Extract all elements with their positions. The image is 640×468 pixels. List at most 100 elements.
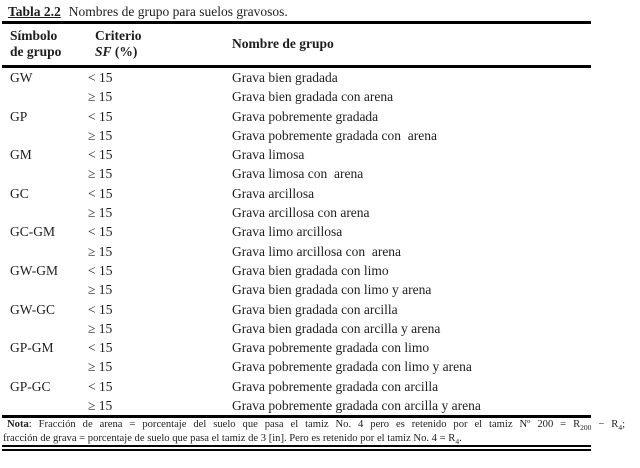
cell-criterion: < 15 (88, 147, 113, 163)
cell-criterion: < 15 (88, 224, 113, 240)
cell-symbol (2, 357, 88, 376)
footnote-line2-text: fracción de grava = porcentaje de suelo … (3, 432, 456, 444)
cell-criterion: ≥ 15 (88, 89, 113, 105)
sf-variable-label: SF (95, 44, 112, 59)
cell-name: Grava arcillosa (232, 185, 315, 201)
column-header-criterion-line2: SF (%) (95, 44, 232, 60)
column-header-symbol-line2: de grupo (10, 44, 62, 59)
table-row: GW < 15 Grava bien gradada (2, 68, 591, 87)
cell-name: Grava bien gradada con arcilla (232, 301, 398, 317)
cell-name: Grava limosa con arena (232, 166, 364, 182)
sf-unit-label: (%) (111, 44, 138, 59)
footnote-line1-tail: ; (622, 419, 626, 431)
cell-symbol (2, 164, 88, 183)
cell-name: Grava pobremente gradada con arcilla (232, 378, 439, 394)
footnote-line1-mid: − R (591, 419, 619, 431)
cell-symbol (2, 396, 88, 415)
cell-symbol: GC-GM (10, 224, 56, 240)
cell-symbol: GC (10, 185, 29, 201)
cell-criterion: ≥ 15 (88, 166, 113, 182)
table-row: GW-GM < 15 Grava bien gradada con limo (2, 261, 591, 280)
table-row: ≥ 15 Grava bien gradada con limo y arena (2, 280, 591, 299)
cell-name: Grava pobremente gradada con arcilla y a… (232, 398, 481, 414)
table-row: ≥ 15 Grava limosa con arena (2, 164, 591, 183)
footnote-label: Nota (7, 419, 29, 431)
column-header-criterion: Criterio SF (%) (88, 28, 232, 60)
cell-symbol: GW-GC (10, 301, 55, 317)
rule-below-header (2, 65, 591, 68)
cell-name: Grava bien gradada con arena (232, 89, 394, 105)
table-footnote: Nota: Fracción de arena = porcentaje del… (2, 418, 625, 445)
table-header-row: Símbolo de grupo Criterio SF (%) Nombre … (2, 24, 591, 65)
table-row: ≥ 15 Grava arcillosa con arena (2, 203, 591, 222)
cell-criterion: ≥ 15 (88, 205, 113, 221)
footnote-line1-text: : Fracción de arena = porcentaje del sue… (28, 419, 581, 431)
cell-criterion: ≥ 15 (88, 243, 113, 259)
table-row: ≥ 15 Grava pobremente gradada con arcilla… (2, 396, 591, 415)
cell-symbol: GP (10, 108, 28, 124)
cell-name: Grava bien gradada con arcilla y arena (232, 320, 441, 336)
table-rows: GW < 15 Grava bien gradada ≥ 15 Grava bien g… (2, 68, 591, 415)
cell-criterion: < 15 (88, 340, 113, 356)
cell-criterion: ≥ 15 (88, 320, 113, 336)
rule-above-note (2, 415, 591, 419)
cell-name: Grava pobremente gradada con limo y aren… (232, 359, 472, 375)
footnote-line1: Nota: Fracción de arena = porcentaje del… (2, 418, 625, 432)
table-row: GP < 15 Grava pobremente gradada (2, 107, 591, 126)
cell-symbol (2, 203, 88, 222)
cell-name: Grava bien gradada con limo (232, 262, 389, 278)
cell-name: Grava limo arcillosa con arena (232, 243, 402, 259)
footnote-line2-tail: . (459, 432, 462, 444)
cell-criterion: ≥ 15 (88, 282, 113, 298)
soil-group-table: Tabla 2.2 Nombres de grupo para suelos gr… (2, 3, 625, 452)
table-row: GM < 15 Grava limosa (2, 145, 591, 164)
table-row: ≥ 15 Grava bien gradada con arena (2, 87, 591, 106)
table-row: GC-GM < 15 Grava limo arcillosa (2, 222, 591, 241)
cell-criterion: < 15 (88, 301, 113, 317)
cell-criterion: ≥ 15 (88, 359, 113, 375)
footnote-subscript-200: 200 (580, 423, 592, 433)
cell-symbol: GP-GC (10, 378, 51, 394)
cell-criterion: < 15 (88, 185, 113, 201)
cell-symbol: GP-GM (10, 340, 54, 356)
cell-name: Grava pobremente gradada (232, 108, 379, 124)
cell-symbol (2, 242, 88, 261)
cell-name: Grava arcillosa con arena (232, 205, 370, 221)
table-row: ≥ 15 Grava limo arcillosa con arena (2, 242, 591, 261)
table-row: GC < 15 Grava arcillosa (2, 184, 591, 203)
cell-symbol: GM (10, 147, 32, 163)
table-row: GP-GM < 15 Grava pobremente gradada con li… (2, 338, 591, 357)
footnote-subscript-4a: 4 (618, 423, 623, 433)
table-row: ≥ 15 Grava bien gradada con arcilla y are… (2, 319, 591, 338)
cell-criterion: ≥ 15 (88, 127, 113, 143)
table-title-text: Nombres de grupo para suelos gravosos. (68, 4, 288, 19)
column-header-group-name: Nombre de grupo (232, 36, 334, 51)
column-header-symbol: Símbolo de grupo (2, 28, 88, 60)
rule-bottom-double (2, 445, 591, 452)
footnote-line2: fracción de grava = porcentaje de suelo … (2, 432, 625, 446)
column-header-criterion-line1: Criterio (95, 28, 142, 43)
column-header-symbol-line1: Símbolo (10, 28, 58, 43)
cell-symbol (2, 126, 88, 145)
table-title: Tabla 2.2 Nombres de grupo para suelos gr… (2, 3, 591, 20)
cell-symbol: GW-GM (10, 262, 58, 278)
footnote-subscript-4b: 4 (455, 436, 460, 446)
cell-name: Grava bien gradada con limo y arena (232, 282, 432, 298)
cell-name: Grava pobremente gradada con arena (232, 127, 438, 143)
cell-criterion: < 15 (88, 108, 113, 124)
cell-name: Grava bien gradada (232, 70, 338, 85)
table-row: ≥ 15 Grava pobremente gradada con arena (2, 126, 591, 145)
cell-name: Grava pobremente gradada con limo (232, 340, 430, 356)
rule-below-title (2, 21, 591, 24)
cell-criterion: < 15 (88, 70, 113, 85)
table-number-label: Tabla 2.2 (8, 4, 61, 19)
table-row: ≥ 15 Grava pobremente gradada con limo y … (2, 357, 591, 376)
cell-symbol (2, 280, 88, 299)
cell-symbol (2, 319, 88, 338)
cell-symbol (2, 87, 88, 106)
cell-criterion: < 15 (88, 378, 113, 394)
cell-symbol: GW (10, 70, 33, 85)
cell-name: Grava limosa (232, 147, 305, 163)
cell-criterion: < 15 (88, 262, 113, 278)
